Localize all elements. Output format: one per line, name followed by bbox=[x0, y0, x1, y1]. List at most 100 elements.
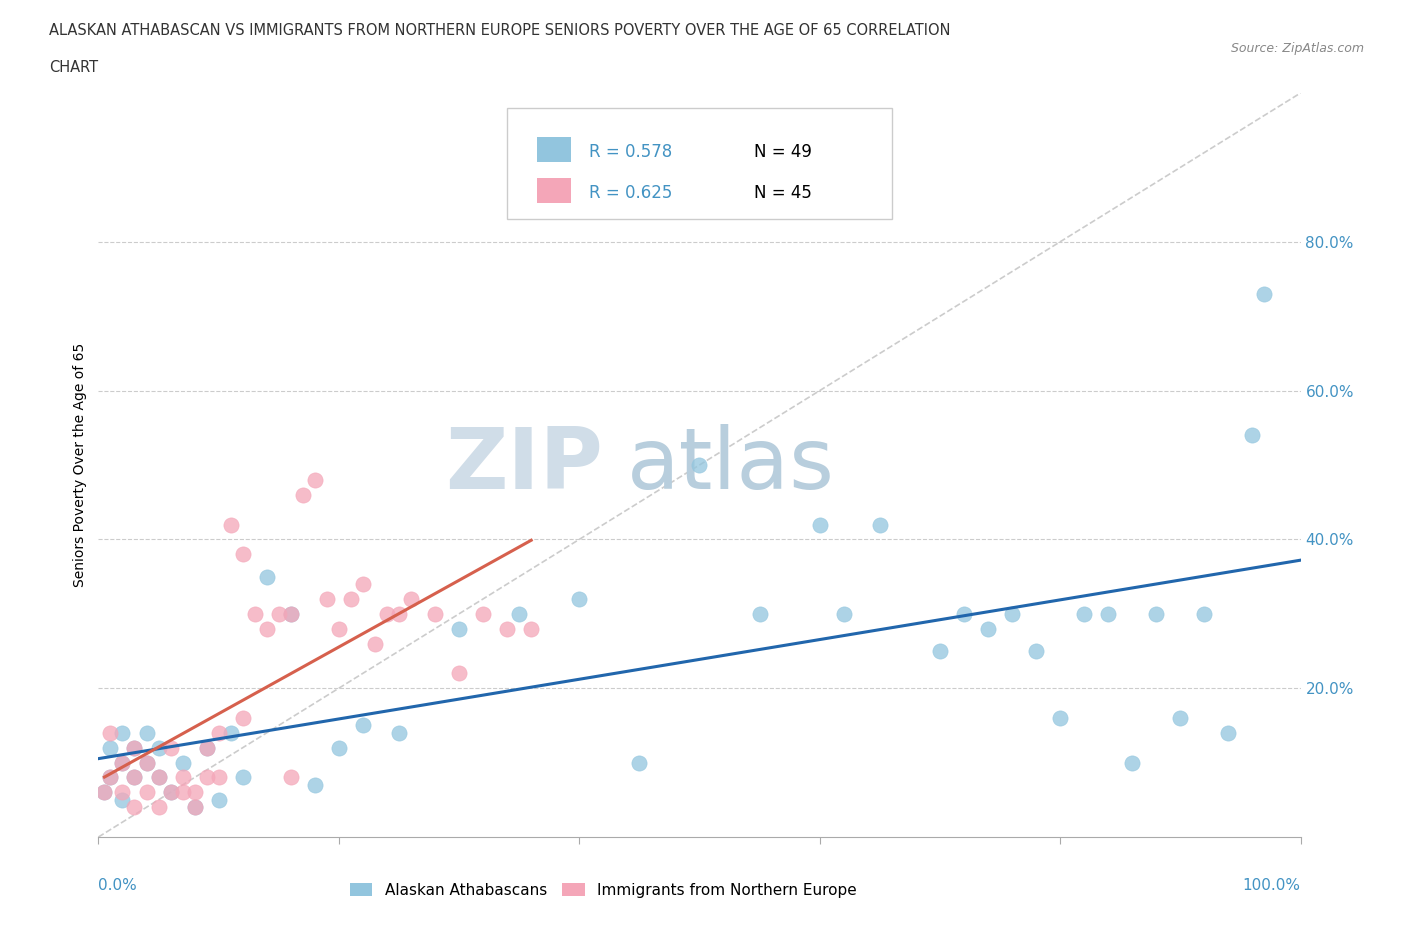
Point bbox=[1097, 606, 1119, 621]
Point bbox=[93, 785, 115, 800]
Point bbox=[172, 770, 194, 785]
Point bbox=[328, 740, 350, 755]
Point bbox=[977, 621, 1000, 636]
Point bbox=[447, 666, 470, 681]
Point bbox=[148, 770, 170, 785]
Point bbox=[1144, 606, 1167, 621]
Point bbox=[1073, 606, 1095, 621]
Point bbox=[111, 792, 134, 807]
Point bbox=[256, 569, 278, 584]
Point bbox=[628, 755, 651, 770]
Point bbox=[267, 606, 290, 621]
Point bbox=[111, 755, 134, 770]
Point bbox=[748, 606, 770, 621]
Point bbox=[111, 785, 134, 800]
Text: ALASKAN ATHABASCAN VS IMMIGRANTS FROM NORTHERN EUROPE SENIORS POVERTY OVER THE A: ALASKAN ATHABASCAN VS IMMIGRANTS FROM NO… bbox=[49, 23, 950, 38]
Point bbox=[172, 755, 194, 770]
Point bbox=[291, 487, 314, 502]
Point bbox=[508, 606, 530, 621]
Text: R = 0.578: R = 0.578 bbox=[589, 142, 672, 161]
Point bbox=[688, 458, 710, 472]
Point bbox=[93, 785, 115, 800]
FancyBboxPatch shape bbox=[537, 179, 571, 203]
Legend: Alaskan Athabascans, Immigrants from Northern Europe: Alaskan Athabascans, Immigrants from Nor… bbox=[343, 876, 863, 904]
Point bbox=[159, 785, 181, 800]
Y-axis label: Seniors Poverty Over the Age of 65: Seniors Poverty Over the Age of 65 bbox=[73, 343, 87, 587]
Point bbox=[304, 472, 326, 487]
Point bbox=[1253, 286, 1275, 301]
Point bbox=[100, 770, 122, 785]
Point bbox=[208, 792, 231, 807]
Point bbox=[232, 770, 254, 785]
Point bbox=[232, 711, 254, 725]
Point bbox=[1025, 644, 1047, 658]
Point bbox=[364, 636, 387, 651]
Text: 100.0%: 100.0% bbox=[1243, 878, 1301, 893]
Point bbox=[195, 770, 218, 785]
Point bbox=[352, 718, 374, 733]
Point bbox=[183, 785, 205, 800]
Text: N = 45: N = 45 bbox=[754, 184, 811, 202]
Point bbox=[472, 606, 495, 621]
Point bbox=[388, 725, 411, 740]
Point bbox=[520, 621, 543, 636]
Point bbox=[568, 591, 591, 606]
Point bbox=[135, 785, 157, 800]
Point bbox=[135, 755, 157, 770]
Point bbox=[208, 770, 231, 785]
Point bbox=[1218, 725, 1240, 740]
Point bbox=[328, 621, 350, 636]
Point bbox=[183, 800, 205, 815]
Point bbox=[388, 606, 411, 621]
Point bbox=[340, 591, 363, 606]
Point bbox=[1170, 711, 1192, 725]
Point bbox=[808, 517, 831, 532]
Point bbox=[953, 606, 976, 621]
Text: CHART: CHART bbox=[49, 60, 98, 75]
Point bbox=[1049, 711, 1071, 725]
Point bbox=[124, 770, 146, 785]
Point bbox=[111, 755, 134, 770]
Point bbox=[100, 725, 122, 740]
Point bbox=[148, 740, 170, 755]
Point bbox=[135, 755, 157, 770]
Point bbox=[1121, 755, 1143, 770]
Point bbox=[243, 606, 266, 621]
Text: N = 49: N = 49 bbox=[754, 142, 811, 161]
FancyBboxPatch shape bbox=[508, 108, 891, 219]
Point bbox=[135, 725, 157, 740]
Point bbox=[172, 785, 194, 800]
Point bbox=[496, 621, 519, 636]
Point bbox=[124, 770, 146, 785]
Point bbox=[159, 740, 181, 755]
Point bbox=[1001, 606, 1024, 621]
Point bbox=[111, 725, 134, 740]
Text: 0.0%: 0.0% bbox=[98, 878, 138, 893]
Point bbox=[1194, 606, 1216, 621]
Point bbox=[447, 621, 470, 636]
Point bbox=[304, 777, 326, 792]
Point bbox=[832, 606, 855, 621]
Point bbox=[352, 577, 374, 591]
Point bbox=[159, 785, 181, 800]
Point bbox=[423, 606, 446, 621]
Point bbox=[219, 517, 242, 532]
Point bbox=[124, 740, 146, 755]
Point bbox=[100, 770, 122, 785]
Point bbox=[375, 606, 398, 621]
Point bbox=[256, 621, 278, 636]
FancyBboxPatch shape bbox=[537, 137, 571, 162]
Text: ZIP: ZIP bbox=[446, 423, 603, 507]
Point bbox=[195, 740, 218, 755]
Point bbox=[219, 725, 242, 740]
Point bbox=[208, 725, 231, 740]
Point bbox=[1241, 428, 1264, 443]
Point bbox=[315, 591, 337, 606]
Point bbox=[183, 800, 205, 815]
Point bbox=[232, 547, 254, 562]
Point bbox=[148, 770, 170, 785]
Point bbox=[124, 740, 146, 755]
Point bbox=[100, 740, 122, 755]
Point bbox=[124, 800, 146, 815]
Text: Source: ZipAtlas.com: Source: ZipAtlas.com bbox=[1230, 42, 1364, 55]
